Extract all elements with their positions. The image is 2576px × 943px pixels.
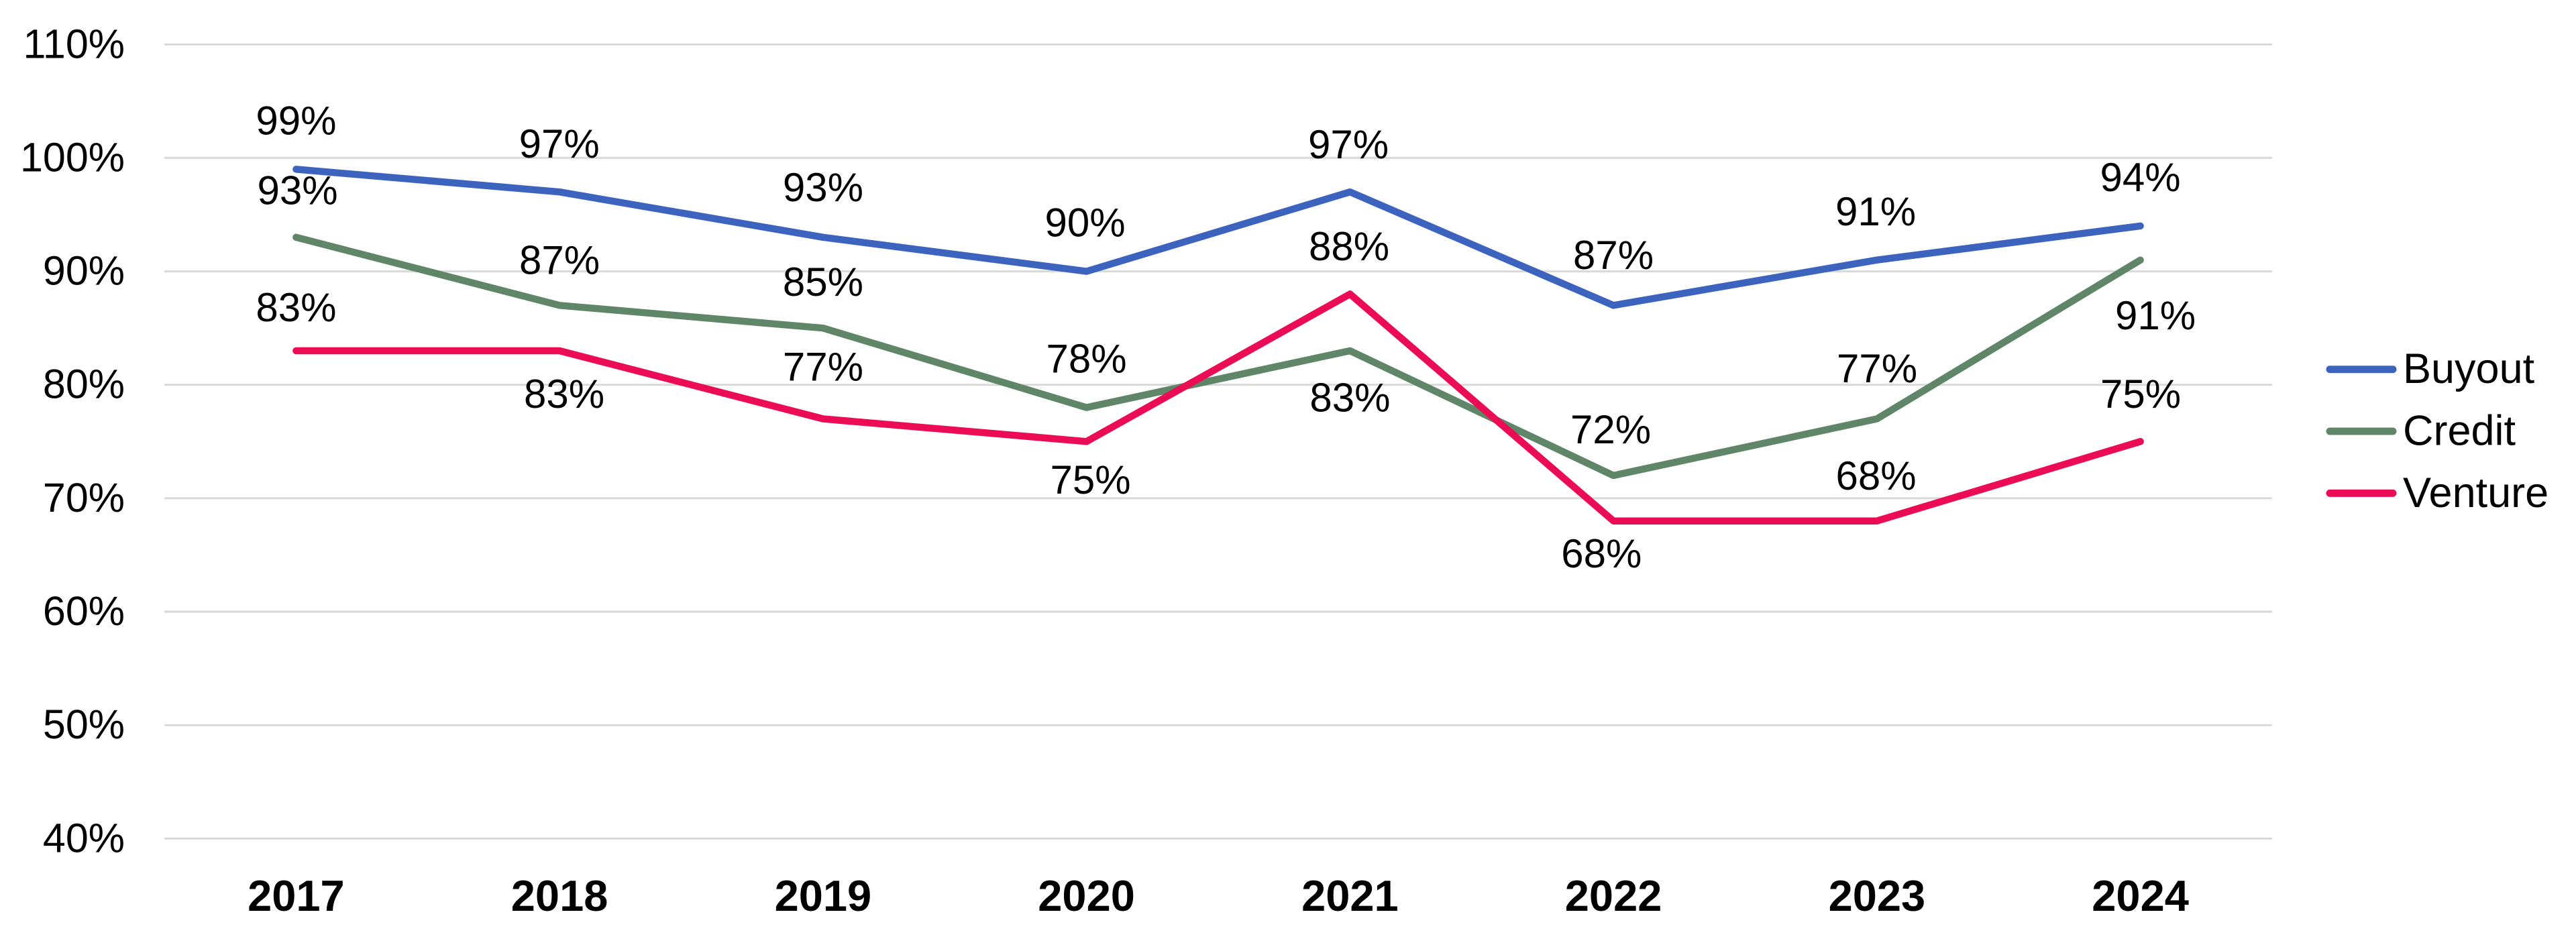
svg-text:94%: 94% (2100, 155, 2181, 200)
svg-text:60%: 60% (43, 588, 125, 634)
svg-text:90%: 90% (43, 248, 125, 294)
svg-text:83%: 83% (256, 285, 336, 330)
svg-text:2024: 2024 (2092, 871, 2189, 920)
svg-text:50%: 50% (43, 702, 125, 747)
svg-text:77%: 77% (1837, 346, 1917, 391)
svg-text:Credit: Credit (2403, 408, 2516, 455)
svg-text:2018: 2018 (511, 871, 608, 920)
svg-text:90%: 90% (1044, 201, 1125, 245)
svg-text:68%: 68% (1561, 531, 1642, 576)
svg-text:110%: 110% (23, 21, 125, 66)
svg-text:78%: 78% (1046, 336, 1127, 381)
svg-text:87%: 87% (519, 238, 600, 283)
svg-text:83%: 83% (524, 372, 604, 417)
svg-text:2023: 2023 (1829, 871, 1926, 920)
svg-text:97%: 97% (1308, 122, 1389, 167)
svg-text:88%: 88% (1309, 224, 1389, 269)
svg-text:93%: 93% (783, 165, 863, 210)
svg-text:75%: 75% (1050, 457, 1130, 502)
svg-text:99%: 99% (256, 98, 336, 143)
svg-text:93%: 93% (257, 168, 337, 213)
svg-text:2017: 2017 (248, 871, 345, 920)
svg-text:77%: 77% (783, 344, 863, 389)
svg-text:2021: 2021 (1301, 871, 1399, 920)
svg-text:Buyout: Buyout (2403, 345, 2535, 392)
svg-text:91%: 91% (2115, 293, 2196, 338)
svg-text:2020: 2020 (1038, 871, 1135, 920)
svg-text:72%: 72% (1570, 407, 1651, 452)
svg-text:2019: 2019 (775, 871, 872, 920)
svg-text:75%: 75% (2100, 372, 2181, 417)
svg-text:70%: 70% (43, 475, 125, 520)
svg-text:40%: 40% (43, 815, 125, 861)
svg-text:2022: 2022 (1565, 871, 1662, 920)
svg-text:97%: 97% (519, 121, 600, 166)
svg-text:83%: 83% (1309, 375, 1390, 420)
svg-text:80%: 80% (43, 362, 125, 407)
svg-text:87%: 87% (1573, 233, 1654, 278)
svg-text:91%: 91% (1835, 189, 1916, 234)
svg-text:Venture: Venture (2403, 469, 2548, 516)
svg-text:68%: 68% (1836, 453, 1917, 498)
svg-text:85%: 85% (783, 260, 863, 304)
svg-text:100%: 100% (20, 134, 125, 180)
